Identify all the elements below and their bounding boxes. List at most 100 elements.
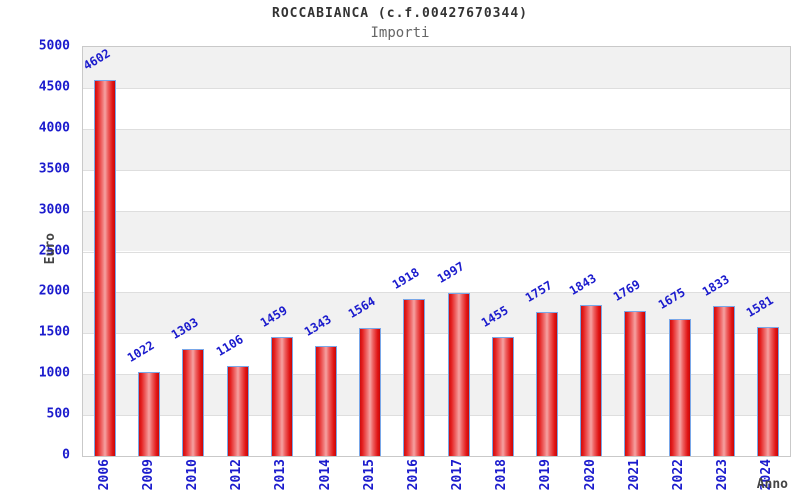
- bar-slot: 1757: [522, 47, 569, 456]
- x-tick: 2012: [215, 459, 259, 499]
- grid-band: [83, 169, 790, 211]
- x-tick-label: 2010: [184, 459, 200, 491]
- bar-2024: [756, 326, 779, 456]
- bar-value-label: 4602: [80, 45, 113, 73]
- x-tick-label: 2017: [450, 459, 466, 491]
- x-tick: 2020: [568, 459, 612, 499]
- bar-value-label: 1303: [169, 315, 202, 343]
- bar-slot: 1303: [169, 47, 215, 456]
- x-tick: 2019: [524, 459, 568, 499]
- x-tick: 2009: [126, 459, 170, 499]
- grid-band: [83, 333, 790, 374]
- bar-slot: 1833: [699, 47, 746, 456]
- y-tick-label: 5000: [38, 38, 70, 54]
- bar-2016: [403, 299, 426, 456]
- x-tick: 2022: [656, 459, 700, 499]
- x-tick: 2014: [303, 459, 347, 499]
- x-tick: 2021: [612, 459, 656, 499]
- y-tick-label: 4500: [38, 79, 70, 95]
- x-tick: 2006: [82, 459, 126, 499]
- x-tick: 2023: [701, 459, 745, 499]
- x-tick-label: 2021: [626, 459, 642, 491]
- grid-band: [83, 128, 790, 170]
- x-tick: 2013: [259, 459, 303, 499]
- x-tick-label: 2019: [538, 459, 554, 491]
- bar-2014: [315, 346, 338, 456]
- bar-slot: 1022: [125, 47, 171, 456]
- grid-band: [83, 415, 790, 456]
- bar-value-label: 1675: [655, 285, 688, 312]
- bar-slot: 1769: [611, 47, 657, 456]
- y-tick-label: 500: [46, 406, 70, 422]
- bar-value-label: 1455: [478, 303, 511, 330]
- bar-slot: 1675: [655, 47, 701, 456]
- bar-2012: [226, 365, 249, 456]
- bar-slot: 1581: [743, 47, 790, 456]
- chart-title: ROCCABIANCA (c.f.00427670344): [272, 6, 528, 21]
- bars-row: 4602 1022 1303 1106 1459 1343 1564 1918 1997 1455…: [80, 45, 790, 456]
- x-tick-label: 2015: [361, 459, 377, 491]
- y-tick-label: 3500: [38, 161, 70, 177]
- bar-slot: 1997: [434, 47, 481, 456]
- bar-slot: 1918: [390, 47, 436, 456]
- y-tick-label: 4000: [38, 120, 70, 136]
- bar-2017: [447, 292, 470, 456]
- grid-band: [83, 251, 790, 293]
- bar-value-label: 1022: [125, 338, 158, 366]
- chart-subtitle: Importi: [370, 25, 430, 41]
- bar-2006: [94, 79, 117, 456]
- grid-band: [83, 210, 790, 252]
- y-tick-label: 2000: [38, 283, 70, 299]
- y-tick-label: 0: [62, 447, 70, 463]
- bar-2018: [491, 336, 514, 456]
- bar-value-label: 1581: [743, 292, 776, 320]
- bar-value-label: 1106: [213, 331, 246, 359]
- bar-value-label: 1757: [522, 278, 555, 306]
- y-tick-label: 3000: [38, 202, 70, 218]
- bar-2013: [270, 336, 293, 456]
- bar-slot: 1564: [346, 47, 392, 456]
- x-tick-label: 2009: [140, 459, 156, 491]
- bar-2022: [668, 319, 691, 456]
- x-axis-title: Anno: [756, 477, 788, 492]
- x-tick-label: 2023: [715, 459, 731, 491]
- x-tick-label: 2022: [671, 459, 687, 491]
- bar-value-label: 1343: [301, 312, 334, 340]
- grid-band: [83, 87, 790, 129]
- y-tick-label: 1500: [38, 324, 70, 340]
- bar-slot: 1343: [301, 47, 348, 456]
- x-tick: 2017: [436, 459, 480, 499]
- bar-value-label: 1918: [390, 265, 423, 293]
- x-tick: 2018: [480, 459, 524, 499]
- bar-slot: 1843: [566, 47, 613, 456]
- y-axis-title: Euro: [43, 233, 58, 265]
- bar-slot: 4602: [80, 45, 127, 456]
- bar-2023: [712, 306, 735, 456]
- bar-value-label: 1564: [346, 294, 378, 322]
- bar-value-label: 1833: [699, 272, 732, 300]
- x-tick: 2016: [391, 459, 435, 499]
- bar-2010: [182, 349, 205, 456]
- x-tick-label: 2020: [582, 459, 598, 491]
- bar-2015: [359, 328, 382, 456]
- bar-slot: 1106: [213, 47, 260, 456]
- y-tick-label: 1000: [38, 365, 70, 381]
- x-tick-label: 2013: [273, 459, 289, 491]
- x-tick-label: 2016: [405, 459, 421, 491]
- y-axis: 0 500 1000 1500 2000 2500 3000 3500 4000 4500 5000: [0, 39, 76, 463]
- x-axis: 2006 2009 2010 2012 2013 2014 2015 2016 2017 2018…: [82, 459, 789, 499]
- plot-area: 4602 1022 1303 1106 1459 1343 1564 1918 1997 1455…: [80, 45, 791, 457]
- grid-band: [83, 47, 790, 88]
- y-tick-label: 2500: [38, 243, 70, 258]
- x-tick: 2010: [170, 459, 214, 499]
- bar-value-label: 1769: [611, 277, 644, 305]
- bar-value-label: 1843: [566, 271, 599, 299]
- bar-2019: [535, 312, 558, 456]
- x-tick-label: 2018: [494, 459, 510, 491]
- x-tick-label: 2014: [317, 459, 333, 491]
- bar-slot: 1455: [478, 47, 525, 456]
- bar-2009: [138, 372, 161, 456]
- x-tick: 2015: [347, 459, 391, 499]
- x-tick-label: 2006: [96, 459, 112, 491]
